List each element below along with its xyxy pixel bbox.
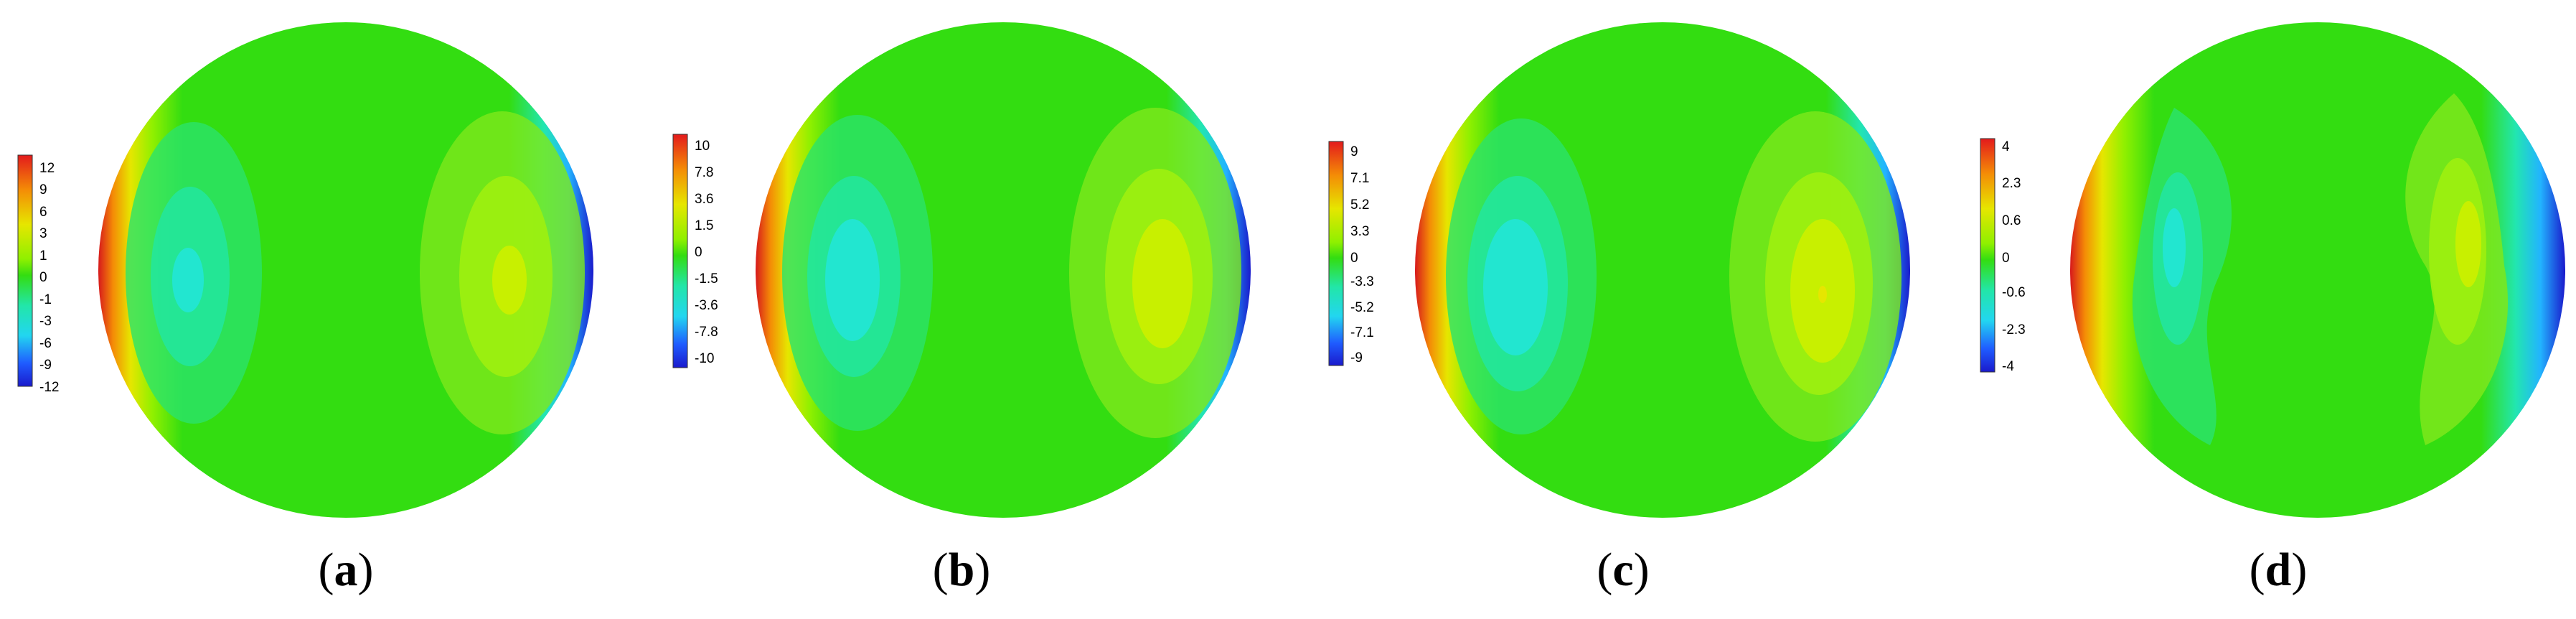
- contour-disk-c: [1415, 22, 1910, 518]
- colorbar-tick: -3.6: [695, 298, 718, 313]
- panel-label-b: (b): [933, 544, 991, 596]
- colorbar-tick: -9: [39, 358, 52, 373]
- colorbar-tick: 0: [2002, 251, 2010, 266]
- colorbar-tick: 6: [39, 205, 47, 220]
- colorbar-tick: -7.8: [695, 325, 718, 340]
- colorbar-ticks-a: 12 9 6 3 1 0 -1 -3 -6 -9 -12: [39, 161, 59, 395]
- colorbar-a: 12 9 6 3 1 0 -1 -3 -6 -9 -12: [17, 154, 59, 395]
- contour-disk-d: [2070, 22, 2565, 518]
- colorbar-tick: 12: [39, 161, 55, 176]
- panel-letter-b: b: [949, 544, 975, 596]
- colorbar-tick: -2.3: [2002, 322, 2026, 338]
- colorbar-tick: 1: [39, 248, 47, 264]
- colorbar-tick: 9: [1350, 144, 1358, 159]
- colorbar-c: 9 7.1 5.2 3.3 0 -3.3 -5.2 -7.1 -9: [1328, 141, 1374, 366]
- contour-disk-b: [756, 22, 1251, 518]
- colorbar-ticks-c: 9 7.1 5.2 3.3 0 -3.3 -5.2 -7.1 -9: [1350, 144, 1374, 366]
- panel-c: 9 7.1 5.2 3.3 0 -3.3 -5.2 -7.1 -9: [1328, 22, 1910, 596]
- colorbar-tick: 9: [39, 182, 47, 197]
- colorbar-tick: 7.8: [695, 165, 713, 180]
- colorbar-b: 10 7.8 3.6 1.5 0 -1.5 -3.6 -7.8 -10: [672, 134, 718, 368]
- colorbar-tick: 0: [695, 245, 702, 260]
- colorbar-tick: 1.5: [695, 218, 713, 233]
- colorbar-tick: -4: [2002, 359, 2014, 374]
- panel-d: 4 2.3 0.6 0 -0.6 -2.3 -4 (d): [1980, 22, 2565, 596]
- panel-label-d: (d): [2250, 544, 2308, 596]
- panel-letter-c: c: [1612, 544, 1633, 596]
- panel-letter-a: a: [334, 544, 358, 596]
- colorbar-tick: 0.6: [2002, 213, 2021, 228]
- colorbar-tick: -1.5: [695, 271, 718, 287]
- colorbar-tick: 5.2: [1350, 197, 1369, 213]
- panel-label-a: (a): [319, 544, 374, 596]
- colorbar-tick: 10: [695, 139, 710, 154]
- colorbar-tick: 4: [2002, 139, 2010, 154]
- colorbar-ticks-d: 4 2.3 0.6 0 -0.6 -2.3 -4: [2002, 139, 2026, 374]
- panel-label-c: (c): [1597, 544, 1649, 596]
- panel-letter-d: d: [2265, 544, 2292, 596]
- contour-disk-a: [98, 22, 593, 518]
- colorbar-tick: 3: [39, 226, 47, 241]
- colorbar-tick: -9: [1350, 350, 1363, 366]
- colorbar-ticks-b: 10 7.8 3.6 1.5 0 -1.5 -3.6 -7.8 -10: [695, 139, 718, 366]
- colorbar-d: 4 2.3 0.6 0 -0.6 -2.3 -4: [1980, 138, 2026, 374]
- colorbar-tick: -0.6: [2002, 285, 2026, 300]
- colorbar-tick: -3.3: [1350, 274, 1374, 289]
- colorbar-tick: 7.1: [1350, 171, 1369, 186]
- colorbar-tick: 0: [39, 270, 47, 285]
- colorbar-tick: -12: [39, 380, 59, 395]
- panel-a: 12 9 6 3 1 0 -1 -3 -6 -9 -12: [17, 22, 593, 596]
- colorbar-tick: -1: [39, 292, 52, 307]
- colorbar-tick: -6: [39, 336, 52, 351]
- colorbar-tick: 2.3: [2002, 176, 2021, 191]
- colorbar-tick: -5.2: [1350, 300, 1374, 315]
- colorbar-tick: -7.1: [1350, 325, 1374, 340]
- colorbar-tick: 0: [1350, 251, 1358, 266]
- colorbar-tick: 3.6: [695, 192, 713, 207]
- panel-b: 10 7.8 3.6 1.5 0 -1.5 -3.6 -7.8 -10: [672, 22, 1251, 596]
- colorbar-tick: -10: [695, 351, 714, 366]
- colorbar-tick: -3: [39, 314, 52, 329]
- colorbar-tick: 3.3: [1350, 224, 1369, 239]
